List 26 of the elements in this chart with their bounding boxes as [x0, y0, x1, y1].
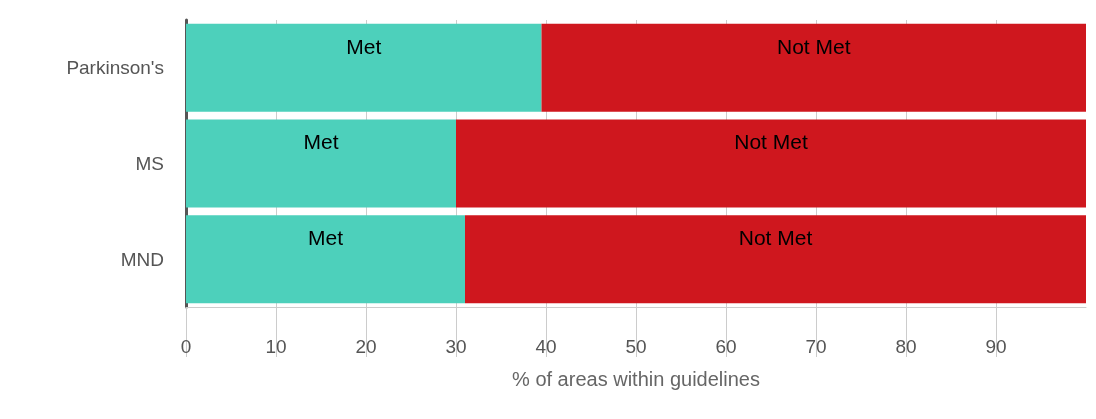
bar: [186, 23, 542, 112]
bar: [465, 215, 1086, 304]
y-tick-label: MS: [135, 153, 164, 174]
bar: [186, 215, 465, 304]
y-tick-label: MND: [120, 248, 164, 270]
x-tick-label: 10: [265, 336, 287, 357]
x-axis-title: % of areas within guidelines: [512, 368, 760, 390]
series-label: Met: [346, 34, 382, 58]
x-tick-label: 50: [625, 336, 647, 357]
bar: [456, 119, 1086, 208]
x-tick-label: 30: [445, 336, 467, 357]
x-tick-label: 40: [535, 336, 557, 357]
series-label: Not Met: [776, 34, 851, 58]
x-tick-label: 80: [895, 336, 917, 357]
x-tick-label: 20: [355, 336, 377, 357]
bar: [541, 23, 1086, 112]
text: Met: [307, 226, 344, 250]
x-tick-label: 60: [715, 336, 737, 357]
bar: [186, 119, 456, 208]
text: Not Met: [738, 226, 813, 250]
text: Met: [303, 130, 339, 154]
x-tick-label: 0: [180, 336, 192, 357]
y-tick-label: Parkinson's: [66, 57, 164, 79]
x-tick-label: 90: [985, 336, 1007, 357]
text: Not Met: [734, 130, 808, 154]
x-tick-label: 70: [805, 336, 827, 357]
